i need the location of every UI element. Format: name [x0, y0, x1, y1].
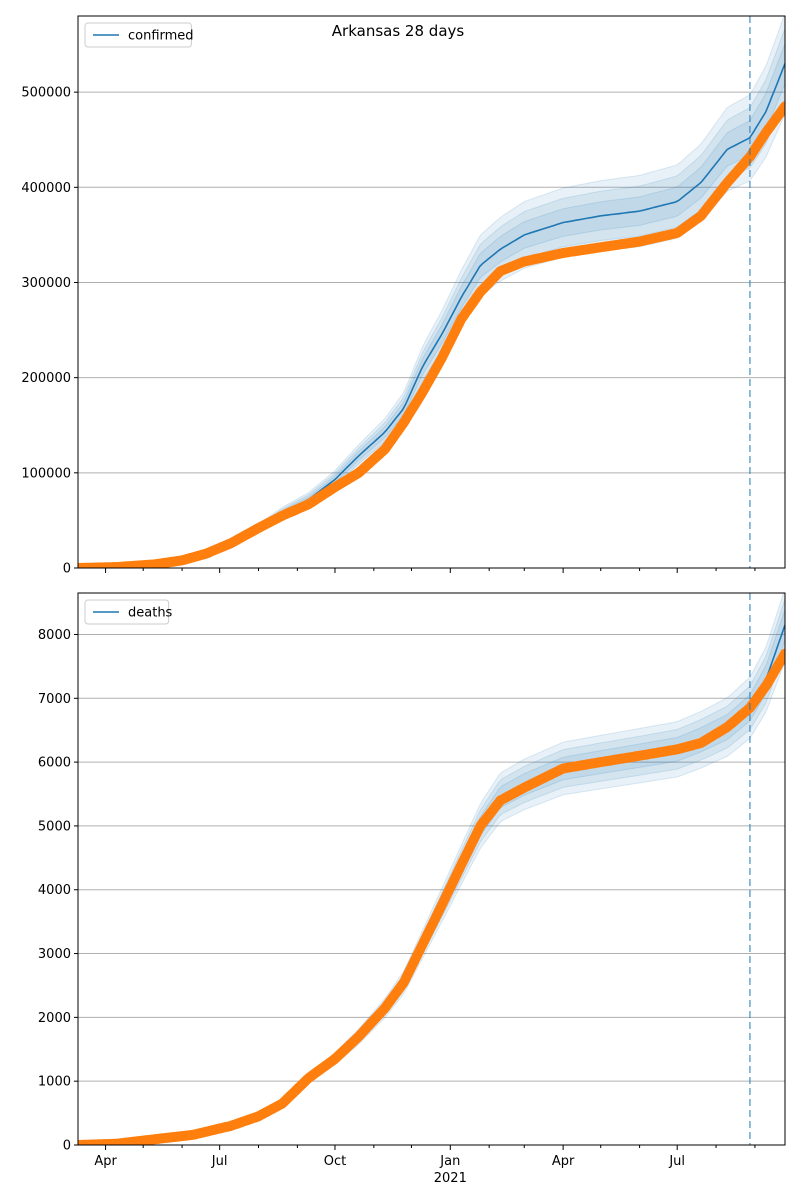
uncertainty-band	[78, 598, 785, 1145]
observed-markers	[78, 101, 785, 568]
y-tick-label: 5000	[38, 819, 71, 834]
y-tick-label: 400000	[21, 181, 71, 196]
legend-label: confirmed	[128, 29, 194, 44]
y-tick-label: 4000	[38, 883, 71, 898]
legend-box	[84, 22, 192, 48]
y-tick-label: 300000	[21, 276, 71, 291]
y-tick-label: 1000	[38, 1075, 71, 1090]
y-tick-label: 100000	[21, 466, 71, 481]
legend: confirmed	[84, 22, 194, 48]
x-tick-label: Apr	[552, 1154, 575, 1169]
data-point	[780, 648, 785, 659]
confirmed-panel: 0 100000 200000 300000 400000 500000 confirmed	[21, 15, 786, 577]
axes-frame	[77, 15, 786, 569]
axes-frame	[77, 592, 786, 1146]
x-tick-sublabel: 2021	[434, 1171, 467, 1186]
plot-area	[78, 593, 785, 1145]
y-tick-label: 200000	[21, 371, 71, 386]
series-line	[78, 63, 785, 568]
uncertainty-band	[78, 16, 785, 568]
figure-title: Arkansas 28 days	[332, 22, 465, 40]
y-tick-label: 0	[63, 1139, 71, 1154]
legend-box	[84, 599, 170, 625]
y-tick-label: 3000	[38, 947, 71, 962]
y-tick-label: 8000	[38, 628, 71, 643]
y-tick-label: 2000	[38, 1011, 71, 1026]
uncertainty-band	[78, 43, 785, 568]
x-tick-label: Oct	[324, 1154, 346, 1169]
legend-label: deaths	[128, 606, 173, 621]
x-tick-label: Jul	[211, 1154, 228, 1169]
deaths-panel: 0 1000 2000 3000 4000 5000 6000 7000 8000 Apr Jul O…	[38, 592, 786, 1186]
legend: deaths	[84, 599, 173, 625]
x-tick-label: Apr	[94, 1154, 117, 1169]
data-point	[780, 101, 785, 112]
series-line	[78, 624, 785, 1145]
uncertainty-band	[78, 609, 785, 1145]
y-tick-label: 7000	[38, 692, 71, 707]
x-tick-label: Jan	[439, 1154, 460, 1169]
uncertainty-band	[78, 593, 785, 1145]
y-tick-label: 0	[63, 562, 71, 577]
y-tick-label: 6000	[38, 756, 71, 771]
y-tick-label: 500000	[21, 86, 71, 101]
observed-markers	[78, 648, 785, 1145]
plot-area	[78, 16, 785, 568]
uncertainty-band	[78, 28, 785, 568]
x-tick-label: Jul	[668, 1154, 685, 1169]
